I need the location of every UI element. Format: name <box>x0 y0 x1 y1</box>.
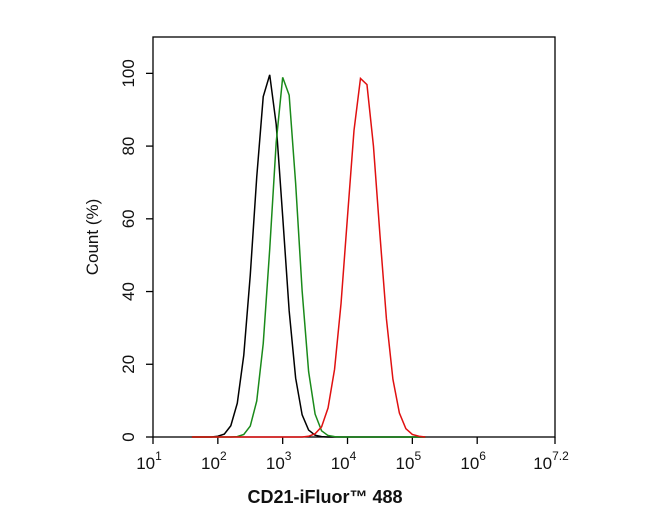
tick-power: 2 <box>220 449 227 463</box>
x-tick-label: 107.2 <box>533 449 569 473</box>
tick-power: 6 <box>479 449 486 463</box>
tick-power: 1 <box>155 449 162 463</box>
y-tick-label: 0 <box>119 432 138 441</box>
x-tick-label: 102 <box>201 449 227 473</box>
histogram-line <box>191 77 426 438</box>
tick-base: 10 <box>396 454 415 473</box>
tick-power: 5 <box>414 449 421 463</box>
tick-base: 10 <box>331 454 350 473</box>
y-tick-label: 80 <box>119 137 138 156</box>
histogram-line <box>191 76 426 438</box>
x-tick-label: 103 <box>266 449 292 473</box>
y-tick-label: 20 <box>119 355 138 374</box>
x-tick-label: 104 <box>331 449 357 473</box>
tick-base: 10 <box>460 454 479 473</box>
tick-base: 10 <box>136 454 155 473</box>
x-tick-label: 106 <box>460 449 486 473</box>
tick-power: 3 <box>285 449 292 463</box>
x-axis-label: CD21-iFluor™ 488 <box>247 487 402 507</box>
tick-power: 7.2 <box>552 449 569 463</box>
tick-base: 10 <box>533 454 552 473</box>
y-tick-label: 60 <box>119 209 138 228</box>
tick-power: 4 <box>350 449 357 463</box>
plot-frame <box>152 36 556 438</box>
x-tick-label: 101 <box>136 449 162 473</box>
y-axis-label: Count (%) <box>83 199 102 276</box>
x-tick-label: 105 <box>396 449 422 473</box>
y-tick-label: 40 <box>119 282 138 301</box>
tick-base: 10 <box>201 454 220 473</box>
tick-base: 10 <box>266 454 285 473</box>
histogram-line <box>191 74 426 438</box>
y-tick-label: 100 <box>119 59 138 87</box>
